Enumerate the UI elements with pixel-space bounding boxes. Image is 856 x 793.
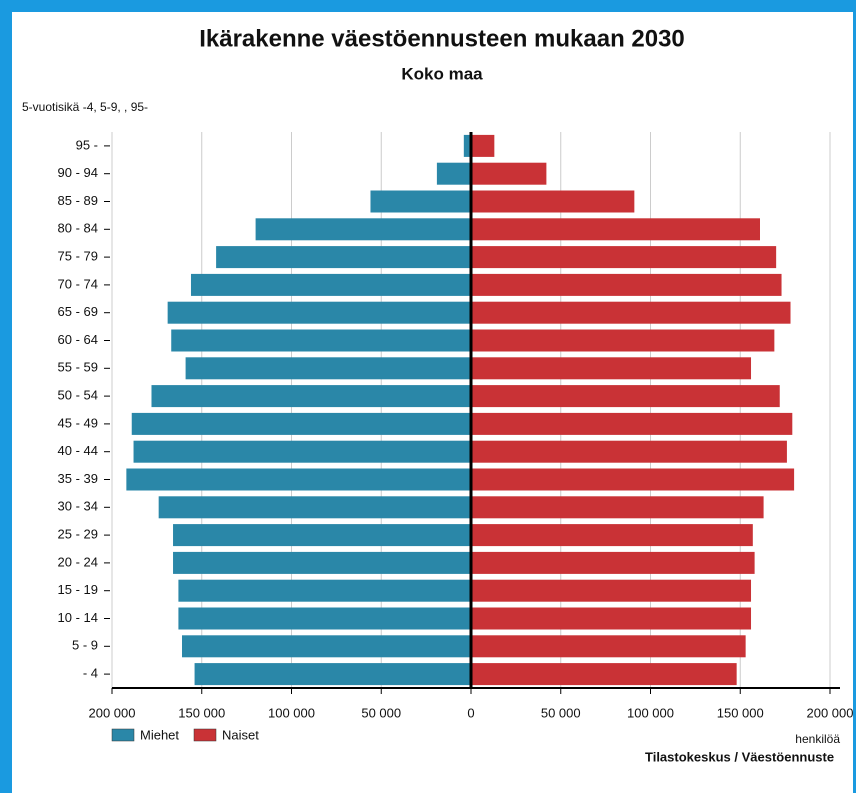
bar <box>173 524 471 547</box>
bar <box>151 385 472 408</box>
y-tick-label: 90 - 94 <box>58 165 98 180</box>
bar <box>194 663 471 686</box>
bar <box>471 412 793 435</box>
y-tick-label: 55 - 59 <box>58 360 98 375</box>
bar <box>182 635 471 658</box>
x-tick-label: 150 000 <box>178 705 225 720</box>
y-tick-label: 80 - 84 <box>58 221 98 236</box>
y-tick-label: 65 - 69 <box>58 304 98 319</box>
source: Tilastokeskus / Väestöennuste <box>645 749 834 764</box>
x-axis-title: henkilöä <box>795 732 840 746</box>
bar <box>471 579 752 602</box>
legend-label: Miehet <box>140 727 179 742</box>
bar <box>471 468 795 491</box>
y-tick-label: 95 - <box>76 137 98 152</box>
bar <box>178 579 472 602</box>
bar <box>471 440 787 463</box>
bar <box>471 134 495 157</box>
bar <box>471 329 775 352</box>
bar <box>158 496 472 519</box>
y-tick-label: 75 - 79 <box>58 249 98 264</box>
x-tick-label: 200 000 <box>807 705 854 720</box>
bar <box>185 357 471 380</box>
y-tick-label: 15 - 19 <box>58 582 98 597</box>
x-tick-label: 100 000 <box>627 705 674 720</box>
y-tick-label: 5 - 9 <box>72 638 98 653</box>
bar <box>171 329 472 352</box>
legend-label: Naiset <box>222 727 259 742</box>
bar <box>133 440 472 463</box>
x-tick-label: 0 <box>467 705 474 720</box>
bar <box>471 496 764 519</box>
legend-swatch <box>193 728 217 742</box>
bar <box>190 273 472 296</box>
bar <box>126 468 472 491</box>
bar <box>471 246 777 269</box>
y-tick-label: 40 - 44 <box>58 443 98 458</box>
bar <box>370 190 471 213</box>
bar <box>173 551 471 574</box>
y-tick-label: 70 - 74 <box>58 276 98 291</box>
x-tick-label: 150 000 <box>717 705 764 720</box>
x-tick-label: 50 000 <box>541 705 581 720</box>
y-tick-label: 25 - 29 <box>58 527 98 542</box>
y-tick-label: - 4 <box>83 666 98 681</box>
y-tick-label: 50 - 54 <box>58 388 98 403</box>
y-tick-label: 85 - 89 <box>58 193 98 208</box>
bar <box>471 273 782 296</box>
bar <box>471 357 752 380</box>
bar <box>167 301 471 324</box>
y-tick-label: 60 - 64 <box>58 332 98 347</box>
y-tick-label: 45 - 49 <box>58 415 98 430</box>
bar <box>471 190 635 213</box>
y-tick-label: 30 - 34 <box>58 499 98 514</box>
bar <box>471 607 752 630</box>
bar <box>471 663 737 686</box>
bar <box>471 635 746 658</box>
x-tick-label: 200 000 <box>89 705 136 720</box>
y-axis-title: 5-vuotisikä -4, 5-9, , 95- <box>22 100 148 114</box>
bar <box>471 218 760 241</box>
bar <box>471 301 791 324</box>
chart-title: Ikärakenne väestöennusteen mukaan 2030 <box>199 25 685 52</box>
bar <box>436 162 471 185</box>
y-tick-label: 20 - 24 <box>58 554 98 569</box>
x-tick-label: 50 000 <box>361 705 401 720</box>
y-tick-label: 35 - 39 <box>58 471 98 486</box>
bar <box>178 607 472 630</box>
bar <box>216 246 471 269</box>
bar <box>471 551 755 574</box>
x-tick-label: 100 000 <box>268 705 315 720</box>
bar <box>471 162 547 185</box>
bar <box>255 218 471 241</box>
y-tick-label: 10 - 14 <box>58 610 98 625</box>
bar <box>471 385 780 408</box>
chart-subtitle: Koko maa <box>401 64 483 83</box>
bar <box>463 134 471 157</box>
bar <box>471 524 753 547</box>
chart-panel: Ikärakenne väestöennusteen mukaan 2030 K… <box>12 12 853 793</box>
legend-swatch <box>111 728 135 742</box>
bar <box>131 412 471 435</box>
chart: Ikärakenne väestöennusteen mukaan 2030 K… <box>22 25 854 764</box>
